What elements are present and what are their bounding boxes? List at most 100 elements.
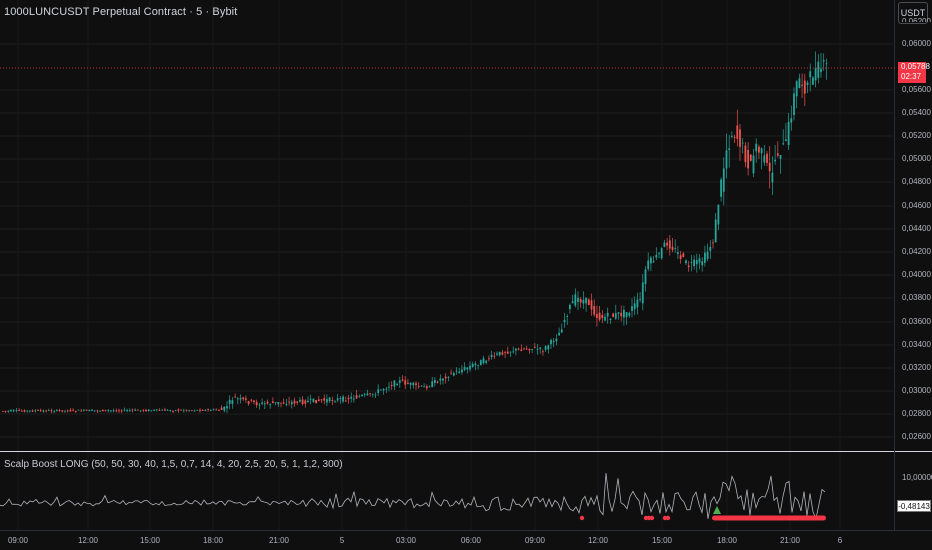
candle-body (317, 399, 320, 401)
candle-body (614, 313, 617, 319)
candle-body (469, 365, 471, 370)
candle-body (504, 352, 506, 354)
candle-body (679, 255, 682, 259)
candle-body (188, 410, 191, 412)
candle-body (299, 399, 301, 402)
candle-body (280, 402, 282, 404)
candle-body (18, 410, 20, 411)
candle-body (174, 410, 177, 411)
candle-body (220, 407, 223, 410)
candle-body (20, 410, 23, 412)
candle-body (822, 60, 825, 62)
candle-body (774, 159, 776, 162)
candle-body (191, 410, 193, 412)
candle-body (177, 409, 180, 411)
candle-body (482, 358, 485, 364)
candle-body (644, 269, 647, 285)
candle-body (380, 389, 382, 391)
candle-body (77, 409, 80, 411)
candle-body (623, 309, 625, 318)
time-tick-label: 21:00 (268, 536, 290, 545)
candle-body (533, 346, 536, 348)
candle-body (355, 395, 358, 399)
candle-body (223, 406, 226, 411)
candle-body (158, 410, 161, 412)
candle-body (228, 399, 231, 404)
candle-body (161, 409, 164, 411)
candle-body (801, 84, 803, 86)
candle-body (523, 348, 525, 350)
candle-body (236, 398, 239, 400)
currency-button[interactable]: USDT (898, 2, 928, 24)
candle-body (617, 312, 620, 314)
candle-body (717, 204, 720, 225)
candle-body (604, 316, 606, 321)
candle-body (425, 386, 428, 389)
candle-body (496, 353, 498, 355)
candle-body (74, 410, 77, 412)
candle-body (101, 409, 104, 412)
candle-body (118, 410, 120, 412)
candle-body (693, 259, 695, 267)
candle-body (29, 410, 31, 412)
candle-body (290, 401, 293, 405)
candle-body (363, 394, 366, 396)
candle-body (331, 399, 334, 401)
candle-body (752, 155, 755, 174)
candle-body (123, 409, 126, 411)
candle-body (641, 282, 644, 304)
candle-body (242, 397, 245, 400)
candle-body (817, 61, 820, 78)
long-signal-triangle (713, 506, 721, 514)
candle-body (10, 410, 12, 412)
candle-body (107, 410, 110, 412)
candle-body (142, 409, 145, 411)
candle-body (825, 63, 828, 65)
candle-body (234, 396, 236, 398)
candle-body (344, 400, 347, 402)
candle-body (72, 409, 74, 411)
candle-body (731, 136, 733, 137)
candle-body (493, 355, 496, 357)
candle-body (409, 382, 412, 385)
symbol-title[interactable]: 1000LUNCUSDT Perpetual Contract · 5 · By… (4, 6, 238, 18)
candle-body (547, 345, 550, 350)
candle-body (293, 400, 296, 404)
candle-body (755, 143, 758, 152)
candle-body (458, 371, 461, 373)
time-tick-label: 6 (837, 536, 843, 545)
candle-body (326, 399, 328, 403)
candle-body (96, 410, 99, 412)
candle-body (85, 409, 88, 411)
candle-body (31, 410, 34, 412)
candle-body (674, 248, 677, 249)
time-tick-label: 09:00 (7, 536, 29, 545)
candle-body (585, 297, 587, 304)
candle-body (552, 341, 555, 343)
time-tick-label: 18:00 (202, 536, 224, 545)
candle-body (80, 410, 83, 412)
candle-body (56, 409, 58, 411)
candle-body (204, 409, 207, 411)
candle-body (134, 409, 137, 411)
time-tick-label: 12:00 (587, 536, 609, 545)
candle-body (404, 380, 407, 385)
candle-body (201, 410, 204, 411)
candle-body (69, 409, 72, 412)
candle-body (393, 380, 396, 387)
candle-body (485, 360, 488, 363)
candle-body (598, 312, 601, 320)
candle-body (652, 261, 655, 263)
candle-body (434, 380, 436, 383)
candle-body (520, 349, 523, 352)
candle-body (312, 398, 315, 402)
candle-body (439, 378, 442, 381)
candle-body (296, 401, 299, 403)
candle-body (4, 410, 7, 412)
candle-body (15, 410, 18, 411)
candle-body (687, 265, 690, 268)
candle-body (274, 402, 277, 403)
indicator-title[interactable]: Scalp Boost LONG (50, 50, 30, 40, 1,5, 0… (4, 459, 343, 470)
candle-body (412, 382, 415, 386)
